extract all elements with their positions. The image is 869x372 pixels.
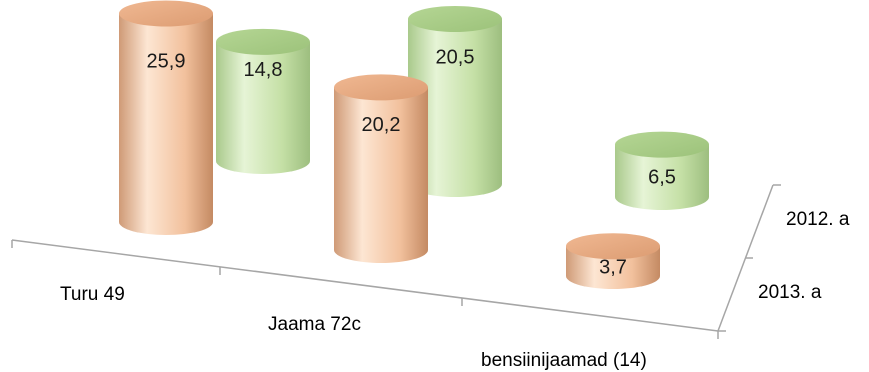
bar-top: [566, 233, 660, 260]
bars: 14,8 20,5 6,5 25,9 20,2 3,7: [119, 0, 709, 289]
value-label-2012-jaama: 20,5: [436, 46, 475, 68]
bar-body: [408, 18, 502, 197]
bar-2012-bensiinijaamad: 6,5: [615, 131, 709, 210]
bar-top: [216, 28, 310, 55]
category-label-bensiinijaamad: bensiinijaamad (14): [481, 350, 647, 371]
x-axis: [11, 239, 719, 332]
axes: [11, 184, 781, 339]
bar-2013-jaama: 20,2: [334, 74, 428, 263]
bar-2012-turu: 14,8: [216, 28, 310, 174]
bar-top: [408, 5, 502, 32]
bar-top: [119, 0, 213, 27]
value-label-2013-bensiinijaamad: 3,7: [599, 257, 627, 279]
series-label-2012: 2012. a: [786, 209, 850, 230]
category-label-turu: Turu 49: [60, 284, 125, 305]
bar-top: [615, 131, 709, 158]
value-label-2012-turu: 14,8: [244, 59, 283, 81]
bar-2012-jaama: 20,5: [408, 5, 502, 197]
bar-top: [334, 74, 428, 101]
category-labels: Turu 49 Jaama 72c bensiinijaamad (14): [60, 284, 647, 371]
bar-body: [615, 144, 709, 210]
bar-2013-bensiinijaamad: 3,7: [566, 233, 660, 289]
series-labels: 2012. a 2013. a: [758, 209, 850, 303]
value-label-2013-jaama: 20,2: [362, 114, 401, 136]
bar-body: [216, 41, 310, 174]
bar-2013-turu: 25,9: [119, 0, 213, 235]
series-label-2013: 2013. a: [758, 282, 822, 303]
value-label-2012-bensiinijaamad: 6,5: [648, 166, 676, 188]
bar-body: [119, 13, 213, 235]
value-label-2013-turu: 25,9: [147, 50, 186, 72]
bar-body: [334, 87, 428, 263]
category-label-jaama: Jaama 72c: [268, 314, 361, 335]
